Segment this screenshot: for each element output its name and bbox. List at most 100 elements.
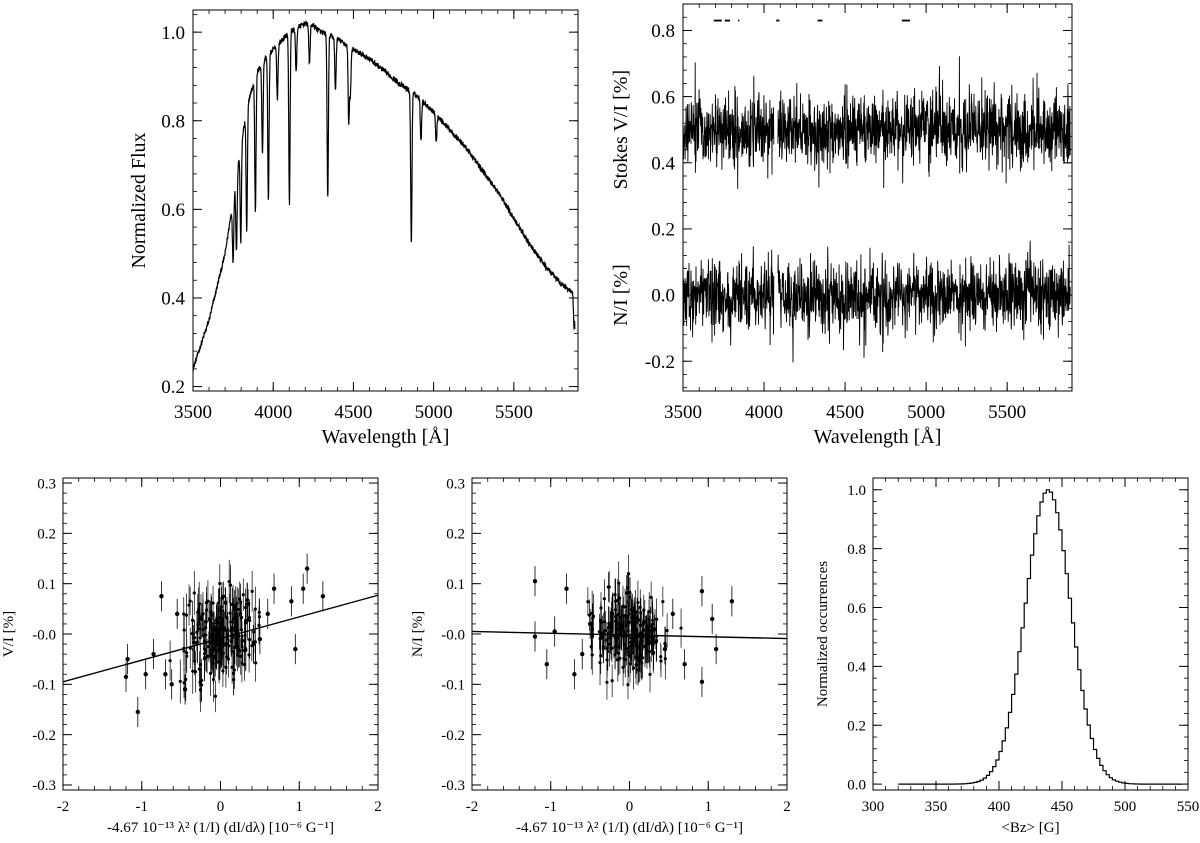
x-axis-label: -4.67 10⁻¹³ λ² (1/I) (dI/dλ) [10⁻⁶ G⁻¹] xyxy=(107,820,334,836)
cloud-point xyxy=(257,615,262,619)
cloud-point xyxy=(184,613,189,617)
x-tick-label: 2 xyxy=(783,799,791,815)
cloud-point xyxy=(214,621,219,625)
y-tick-label: 0.4 xyxy=(651,153,675,174)
x-tick-label: -2 xyxy=(466,799,479,815)
cloud-point xyxy=(636,668,640,672)
cloud-point xyxy=(182,628,186,632)
cloud-point xyxy=(630,609,634,614)
data-point xyxy=(125,656,130,662)
vi-regression-panel: -2 -1 0 1 2 -0.3 -0.2 -0.1 -0.0 0.1 0.2 0.3 -4.67 10… xyxy=(1,476,382,836)
stokes-spectrum-panel: 3500 4000 4500 5000 5500 -0.2 0.0 0.2 0.4 0.6 0.8 W… xyxy=(610,3,1073,448)
x-tick-label: 2 xyxy=(374,799,382,815)
cloud-point xyxy=(637,618,641,622)
cloud-point xyxy=(638,631,643,635)
cloud-point xyxy=(185,654,189,658)
cloud-point xyxy=(230,638,234,643)
cloud-point xyxy=(253,607,257,611)
cloud-point xyxy=(210,648,214,652)
x-tick-label: 4000 xyxy=(745,402,783,423)
cloud-point xyxy=(637,659,641,663)
cloud-point xyxy=(613,593,617,597)
y-tick-label: 1.0 xyxy=(161,23,185,44)
data-point xyxy=(304,566,310,571)
x-tick-label: 500 xyxy=(1114,799,1137,815)
cloud-point xyxy=(605,646,609,650)
y-tick-label: -0.3 xyxy=(32,778,56,794)
y-tick-label: 0.1 xyxy=(37,577,56,593)
data-point xyxy=(709,616,715,622)
data-point xyxy=(245,601,251,607)
cloud-point xyxy=(198,662,202,667)
cloud-point xyxy=(211,601,215,605)
y-tick-label: -0.1 xyxy=(441,678,465,694)
cloud-point xyxy=(610,646,614,650)
cloud-point xyxy=(216,601,220,605)
cloud-point xyxy=(590,653,594,657)
cloud-point xyxy=(645,624,650,628)
cloud-point xyxy=(238,611,243,615)
cloud-point xyxy=(613,608,618,612)
x-tick-label: 5000 xyxy=(415,402,453,423)
cloud-point xyxy=(591,614,596,618)
data-point xyxy=(729,599,735,604)
y-tick-label: 0.2 xyxy=(651,220,675,241)
y-tick-label: -0.2 xyxy=(645,352,675,373)
cloud-point xyxy=(233,628,238,633)
cloud-point xyxy=(192,636,197,640)
data-point xyxy=(320,594,326,599)
cloud-point xyxy=(663,644,668,648)
cloud-point xyxy=(221,632,225,637)
cloud-point xyxy=(242,663,247,667)
cloud-point xyxy=(251,642,256,647)
cloud-point xyxy=(215,649,219,653)
data-point xyxy=(300,586,306,591)
cloud-point xyxy=(649,595,653,599)
cloud-point xyxy=(642,608,646,612)
y-tick-label: 0.6 xyxy=(847,601,866,617)
cloud-point xyxy=(623,605,627,609)
y-tick-label: 0.0 xyxy=(847,777,866,793)
cloud-point xyxy=(204,608,209,612)
data-point xyxy=(289,599,294,604)
y-tick-label: 0.8 xyxy=(161,111,185,132)
cloud-point xyxy=(587,613,592,617)
cloud-point xyxy=(211,626,216,631)
cloud-point xyxy=(239,654,243,658)
plot-frame xyxy=(192,9,579,392)
cloud-point xyxy=(254,661,258,665)
y-tick-label: -0.3 xyxy=(441,778,465,794)
data-point xyxy=(159,594,164,599)
cloud-point xyxy=(602,620,607,624)
cloud-point xyxy=(600,635,604,639)
cloud-point xyxy=(182,649,186,653)
y-tick-label: 0.2 xyxy=(847,718,866,734)
cloud-point xyxy=(626,683,630,687)
plot-frame xyxy=(872,477,1189,791)
y-tick-label: 0.2 xyxy=(446,527,465,543)
cloud-point xyxy=(602,597,606,601)
cloud-point xyxy=(193,670,198,674)
data-point xyxy=(123,674,129,679)
cloud-point xyxy=(200,617,204,621)
cloud-point xyxy=(605,680,609,684)
x-tick-label: 4500 xyxy=(826,402,864,423)
x-tick-label: 400 xyxy=(988,799,1011,815)
cloud-point xyxy=(243,605,247,610)
cloud-point xyxy=(197,602,201,606)
y-tick-label: 0.0 xyxy=(651,286,675,307)
x-tick-label: 550 xyxy=(1177,799,1200,815)
cloud-point xyxy=(640,661,644,665)
data-point xyxy=(143,672,148,677)
cloud-point xyxy=(638,640,642,644)
cloud-point xyxy=(184,677,188,681)
cloud-point xyxy=(647,650,652,654)
cloud-point xyxy=(639,611,643,615)
data-point xyxy=(182,687,188,692)
cloud-point xyxy=(621,614,626,618)
cloud-point xyxy=(253,640,257,644)
cloud-point xyxy=(241,593,245,597)
cloud-point xyxy=(224,641,228,646)
cloud-point xyxy=(236,644,240,648)
cloud-point xyxy=(232,668,236,672)
